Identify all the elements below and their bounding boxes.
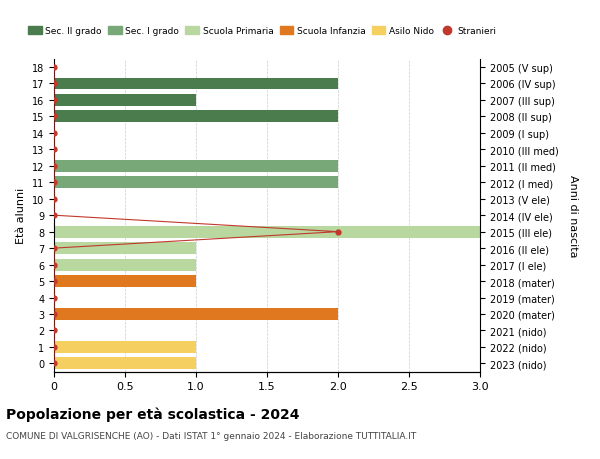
- Bar: [54, 259, 196, 271]
- Bar: [54, 95, 196, 106]
- Bar: [54, 111, 338, 123]
- Legend: Sec. II grado, Sec. I grado, Scuola Primaria, Scuola Infanzia, Asilo Nido, Stran: Sec. II grado, Sec. I grado, Scuola Prim…: [25, 23, 500, 40]
- Y-axis label: Età alunni: Età alunni: [16, 188, 26, 244]
- Bar: [54, 161, 338, 173]
- Bar: [54, 308, 338, 320]
- Bar: [54, 243, 196, 254]
- Text: COMUNE DI VALGRISENCHE (AO) - Dati ISTAT 1° gennaio 2024 - Elaborazione TUTTITAL: COMUNE DI VALGRISENCHE (AO) - Dati ISTAT…: [6, 431, 416, 441]
- Bar: [54, 358, 196, 369]
- Bar: [54, 341, 196, 353]
- Y-axis label: Anni di nascita: Anni di nascita: [568, 174, 578, 257]
- Bar: [54, 275, 196, 287]
- Text: Popolazione per età scolastica - 2024: Popolazione per età scolastica - 2024: [6, 406, 299, 421]
- Bar: [54, 78, 338, 90]
- Bar: [54, 177, 338, 189]
- Bar: [54, 226, 480, 238]
